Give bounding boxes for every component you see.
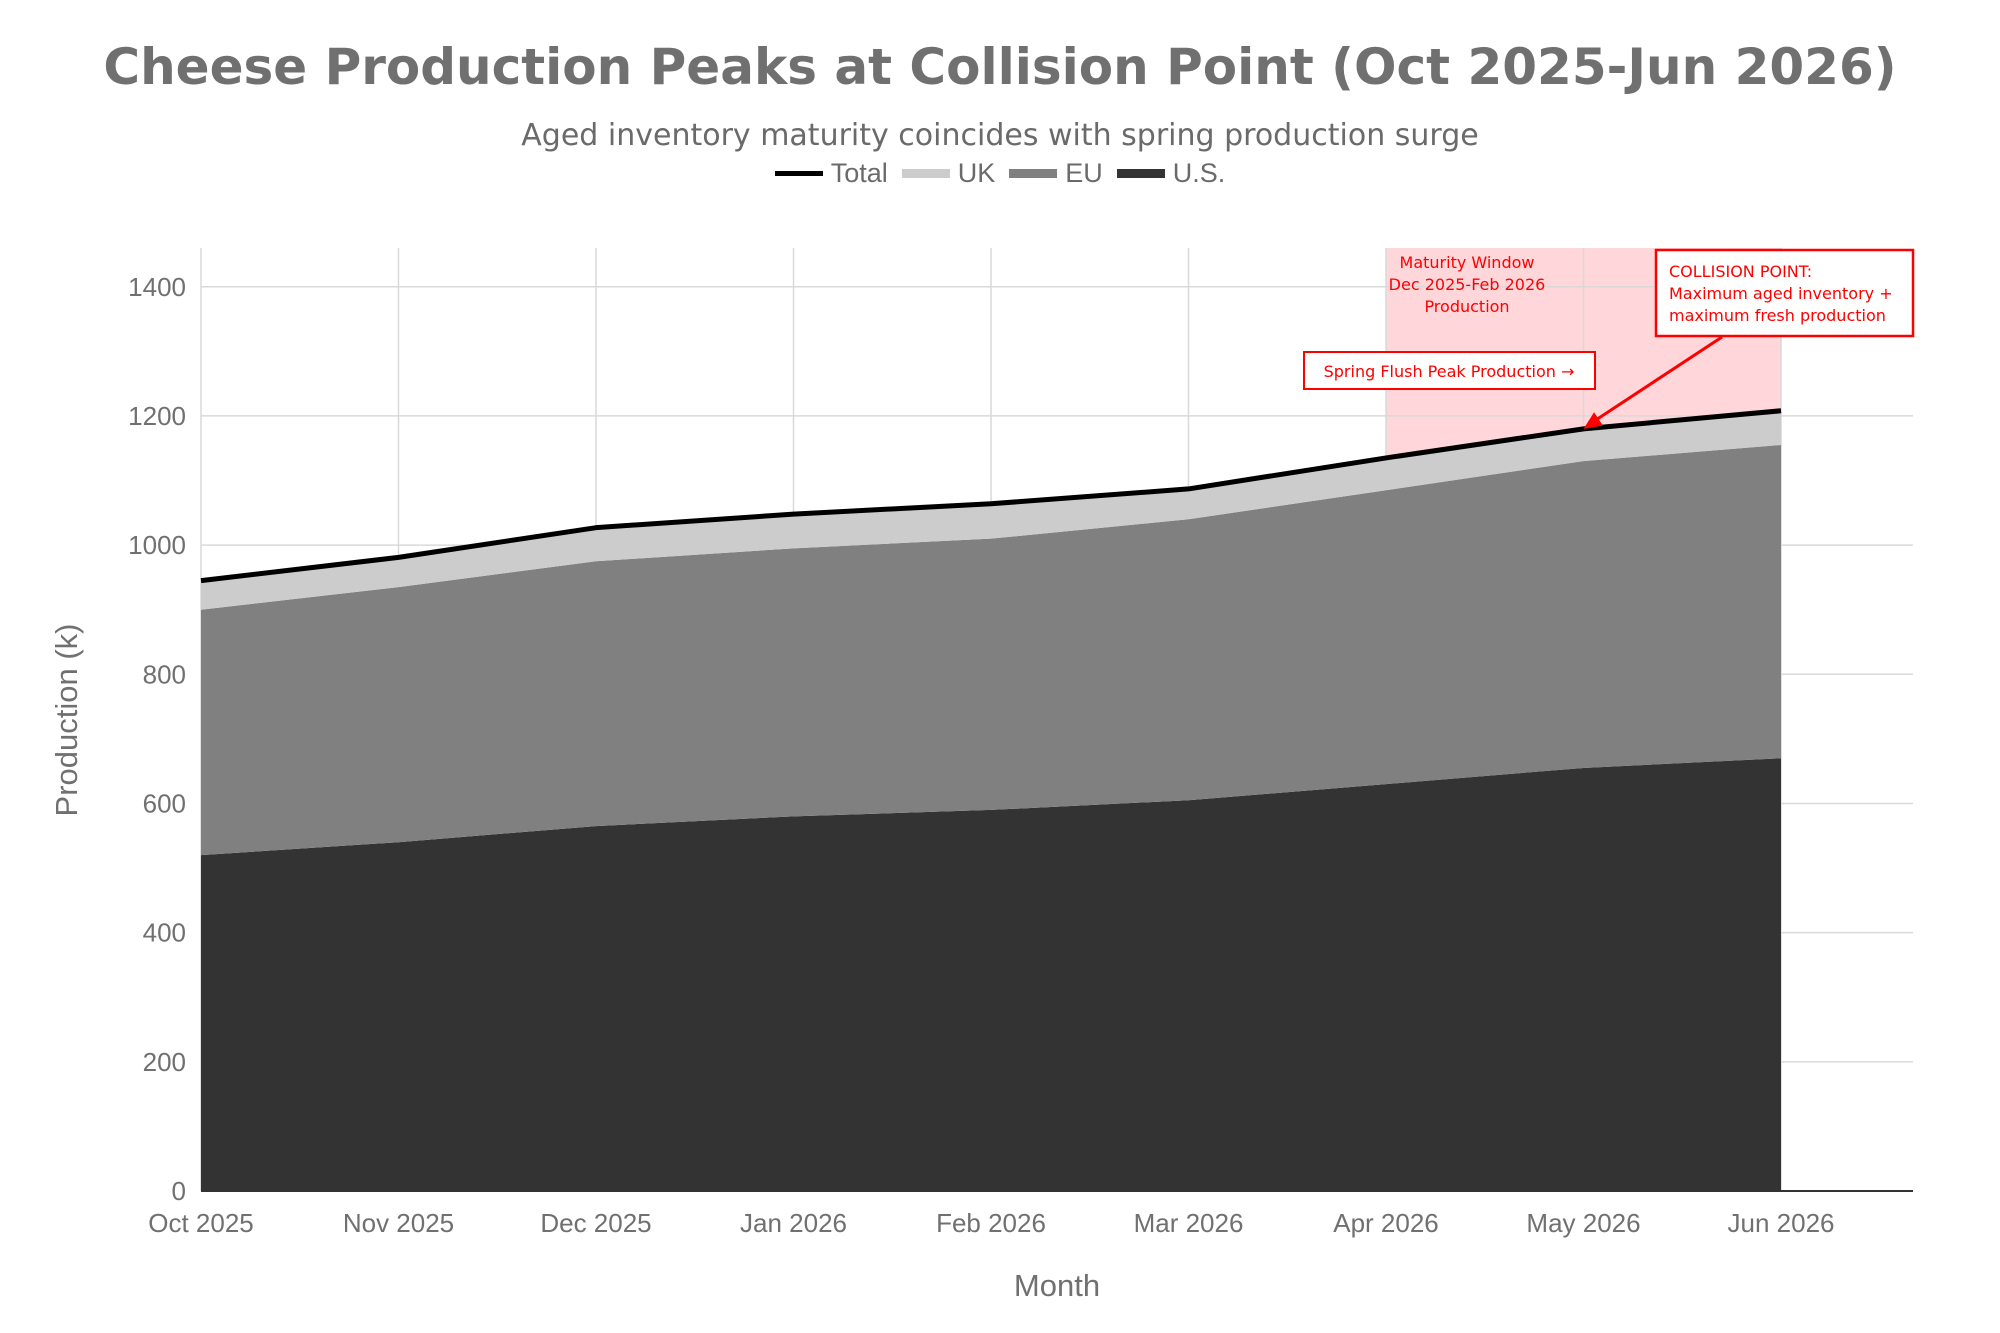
annotation-collision: COLLISION POINT: Maximum aged inventory +… bbox=[1669, 262, 1893, 325]
chart-title: Cheese Production Peaks at Collision Poi… bbox=[103, 38, 1897, 96]
legend: Total UK EU U.S. bbox=[0, 158, 2000, 189]
y-tick-label: 1000 bbox=[128, 530, 186, 560]
x-tick-label: May 2026 bbox=[1526, 1208, 1640, 1238]
legend-swatch bbox=[901, 169, 950, 178]
y-tick-label: 0 bbox=[172, 1176, 186, 1206]
annotation-spring-flush: Spring Flush Peak Production → bbox=[1324, 362, 1575, 381]
legend-label: U.S. bbox=[1172, 158, 1226, 188]
legend-swatch bbox=[1009, 169, 1058, 178]
chart-subtitle: Aged inventory maturity coincides with s… bbox=[521, 118, 1479, 153]
y-tick-label: 1200 bbox=[128, 401, 186, 431]
x-tick-label: Mar 2026 bbox=[1134, 1208, 1244, 1238]
annotation-collision-box bbox=[1654, 248, 1915, 338]
y-axis-title: Production (k) bbox=[49, 624, 84, 817]
legend-label: Total bbox=[830, 158, 888, 188]
legend-swatch bbox=[774, 171, 823, 176]
x-tick-label: Apr 2026 bbox=[1333, 1208, 1439, 1238]
legend-label: UK bbox=[957, 158, 996, 188]
y-tick-label: 1400 bbox=[128, 272, 186, 302]
area-eu bbox=[201, 444, 1781, 856]
x-tick-label: Oct 2025 bbox=[148, 1208, 254, 1238]
annotation-spring-flush-box bbox=[1303, 351, 1596, 390]
area-us bbox=[201, 758, 1781, 1191]
x-axis-title: Month bbox=[1014, 1268, 1100, 1303]
x-tick-label: Feb 2026 bbox=[936, 1208, 1046, 1238]
line-total bbox=[200, 408, 1782, 584]
y-tick-label: 400 bbox=[143, 918, 186, 948]
area-uk bbox=[201, 410, 1781, 610]
x-tick-label: Nov 2025 bbox=[343, 1208, 454, 1238]
legend-item: Total bbox=[774, 158, 888, 189]
legend-item: U.S. bbox=[1116, 158, 1226, 189]
y-tick-label: 200 bbox=[143, 1047, 186, 1077]
legend-item: EU bbox=[1009, 158, 1103, 189]
annotation-arrow bbox=[1590, 335, 1723, 425]
y-tick-label: 800 bbox=[143, 659, 186, 689]
x-tick-label: Dec 2025 bbox=[540, 1208, 651, 1238]
y-tick-label: 600 bbox=[143, 788, 186, 818]
annotation-arrowhead bbox=[1583, 412, 1603, 429]
legend-label: EU bbox=[1065, 158, 1103, 188]
legend-item: UK bbox=[901, 158, 996, 189]
x-tick-label: Jun 2026 bbox=[1728, 1208, 1835, 1238]
legend-swatch bbox=[1116, 169, 1165, 178]
x-tick-label: Jan 2026 bbox=[740, 1208, 847, 1238]
annotation-maturity-window: Maturity Window Dec 2025-Feb 2026 Producti… bbox=[1389, 253, 1546, 316]
